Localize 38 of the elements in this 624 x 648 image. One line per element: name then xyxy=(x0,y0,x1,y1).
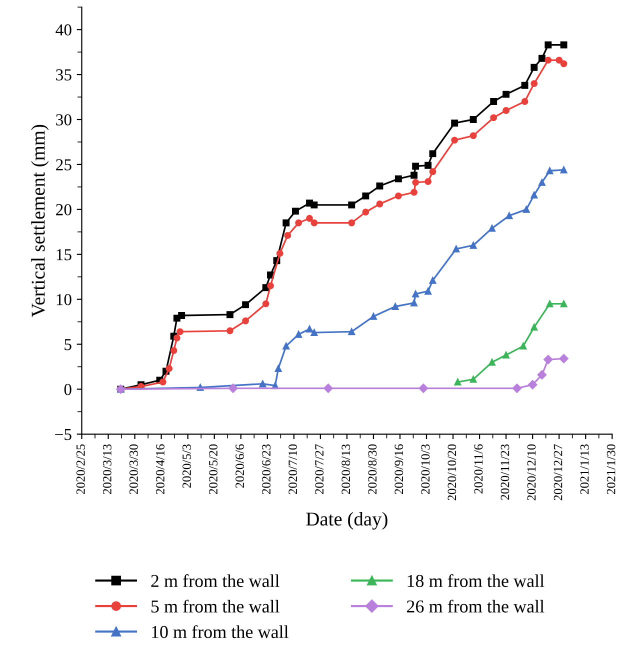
x-tick-label: 2020/5/3 xyxy=(182,444,191,488)
y-tick-label: 0 xyxy=(64,384,72,396)
x-tick-label: 2020/6/6 xyxy=(236,444,244,488)
y-tick-label: 10 xyxy=(56,294,72,306)
x-tick-label: 2020/3/30 xyxy=(129,444,138,494)
legend-label: 10 m from the wall xyxy=(152,625,288,638)
x-axis-title: Date (day) xyxy=(306,512,388,530)
y-tick-label: 40 xyxy=(56,24,72,36)
x-tick-label: 2020/11/23 xyxy=(500,444,510,500)
x-tick-label: 2020/8/13 xyxy=(342,444,350,494)
y-tick-label: 35 xyxy=(56,69,72,80)
y-axis-title: Vertical settlement (mm) xyxy=(31,124,49,318)
x-tick-label: 2020/11/6 xyxy=(474,444,483,494)
x-tick-label: 2020/10/3 xyxy=(421,444,430,494)
x-tick-label: 2020/7/10 xyxy=(288,444,298,494)
legend-label: 18 m from the wall xyxy=(408,574,544,588)
legend-label: 5 m from the wall xyxy=(151,600,280,613)
x-tick-label: 2020/9/16 xyxy=(394,444,404,494)
x-tick-label: 2020/10/20 xyxy=(448,444,456,500)
legend-label: 26 m from the wall xyxy=(406,600,544,613)
x-tick-label: 2020/6/23 xyxy=(262,444,271,494)
x-tick-label: 2020/3/13 xyxy=(102,444,112,494)
x-tick-label: 2021/1/30 xyxy=(606,444,616,494)
y-tick-label: 20 xyxy=(56,204,72,216)
x-tick-label: 2020/12/27 xyxy=(554,444,562,500)
x-tick-label: 2020/7/27 xyxy=(315,444,324,494)
x-tick-label: 2020/2/25 xyxy=(76,444,85,494)
x-tick-label: 2020/12/10 xyxy=(527,444,536,500)
y-tick-label: 15 xyxy=(56,249,72,260)
y-tick-label: 25 xyxy=(56,159,72,170)
legend-label: 2 m from the wall xyxy=(151,574,280,588)
y-tick-label: 5 xyxy=(64,339,72,350)
x-tick-label: 2020/4/16 xyxy=(156,444,164,494)
x-tick-label: 2021/1/13 xyxy=(580,444,589,494)
x-tick-label: 2020/5/20 xyxy=(209,444,218,494)
y-tick-label: −5 xyxy=(55,429,72,440)
x-tick-label: 2020/8/30 xyxy=(368,444,377,494)
y-tick-label: 30 xyxy=(56,114,72,126)
